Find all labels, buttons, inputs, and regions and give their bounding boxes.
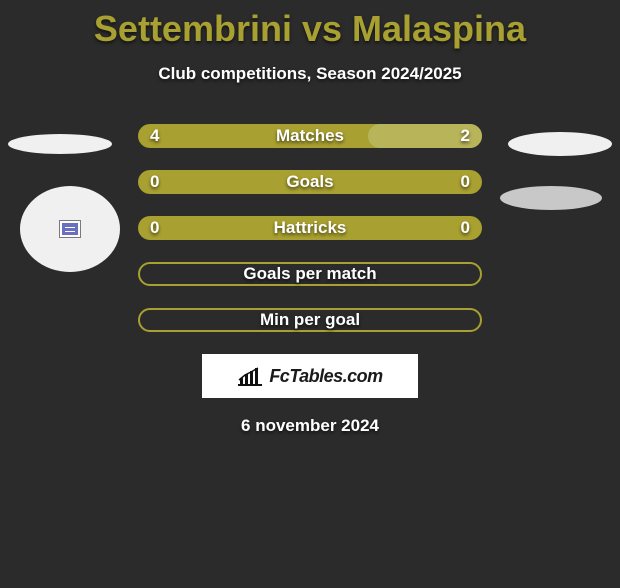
stat-label: Goals (286, 172, 333, 192)
stat-right-value: 0 (461, 172, 470, 192)
stat-label: Hattricks (274, 218, 347, 238)
right-badge-2 (500, 186, 602, 210)
stat-label: Matches (276, 126, 344, 146)
badge-icon (60, 221, 80, 237)
brand-text: FcTables.com (269, 366, 382, 387)
date-text: 6 november 2024 (0, 416, 620, 436)
subtitle: Club competitions, Season 2024/2025 (0, 64, 620, 84)
stat-label: Min per goal (260, 310, 360, 330)
stat-row: Min per goal (138, 308, 482, 332)
stat-right-value: 0 (461, 218, 470, 238)
stat-left-value: 0 (150, 218, 159, 238)
right-badge-1 (508, 132, 612, 156)
stat-left-value: 4 (150, 126, 159, 146)
chart-icon (237, 366, 263, 386)
brand-box[interactable]: FcTables.com (202, 354, 418, 398)
stat-row: Goals per match (138, 262, 482, 286)
stat-row: Goals 0 0 (138, 170, 482, 194)
stat-left-value: 0 (150, 172, 159, 192)
stat-label: Goals per match (243, 264, 376, 284)
left-badge-1 (8, 134, 112, 154)
stat-right-value: 2 (461, 126, 470, 146)
stat-row: Matches 4 2 (138, 124, 482, 148)
stat-row: Hattricks 0 0 (138, 216, 482, 240)
left-club-badge (20, 186, 120, 272)
page-title: Settembrini vs Malaspina (0, 8, 620, 50)
